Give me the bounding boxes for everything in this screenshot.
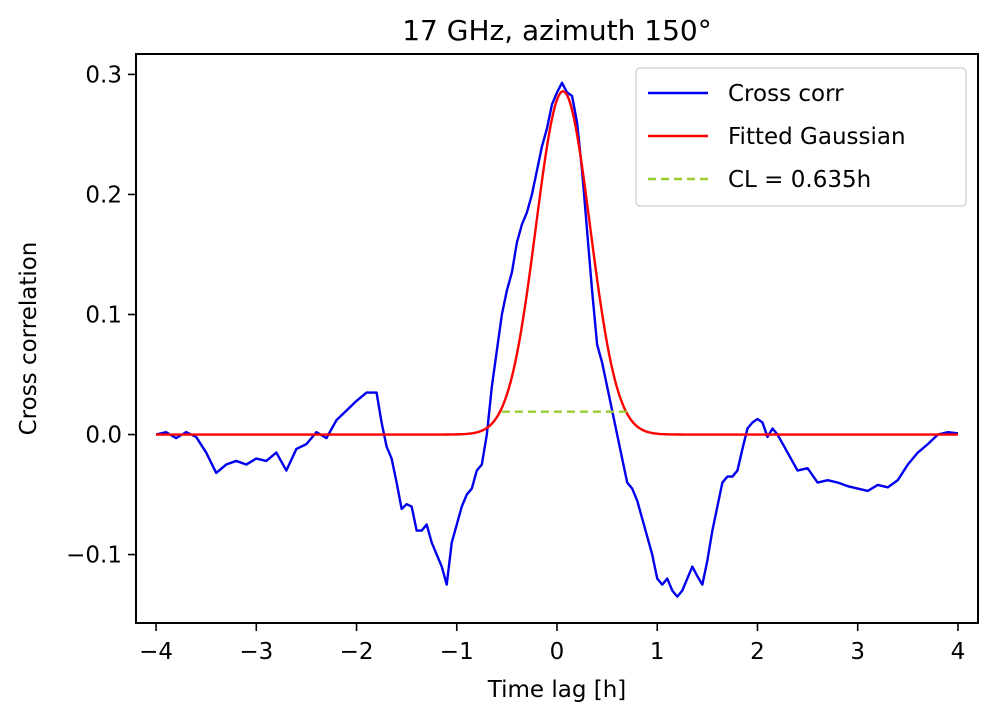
y-tick-label: 0.0 <box>85 423 122 449</box>
x-tick-label: 1 <box>650 639 665 665</box>
legend-items: Cross corr Fitted Gaussian CL = 0.635h <box>648 81 906 193</box>
legend-label: Cross corr <box>728 81 844 107</box>
legend-label: CL = 0.635h <box>728 167 871 193</box>
x-tick-label: −4 <box>139 639 173 665</box>
legend-label: Fitted Gaussian <box>728 124 906 150</box>
x-tick-label: 3 <box>850 639 865 665</box>
x-tick-label: 2 <box>750 639 765 665</box>
y-tick-label: −0.1 <box>66 543 122 569</box>
x-tick-label: 0 <box>550 639 565 665</box>
y-tick-label: 0.2 <box>85 182 122 208</box>
x-axis: −4 −3 −2 −1 0 1 2 3 4 <box>139 623 965 665</box>
x-tick-label: −1 <box>440 639 474 665</box>
legend: Cross corr Fitted Gaussian CL = 0.635h <box>635 67 967 207</box>
series-line-1 <box>156 90 958 436</box>
series-layer <box>155 81 959 598</box>
x-tick-label: −3 <box>239 639 273 665</box>
legend-box <box>635 67 967 207</box>
y-tick-label: 0.1 <box>85 302 122 328</box>
x-tick-label: −2 <box>340 639 374 665</box>
y-axis-title: Cross correlation <box>16 242 42 436</box>
x-axis-title: Time lag [h] <box>487 677 627 703</box>
chart-title: 17 GHz, azimuth 150° <box>402 14 712 47</box>
y-tick-label: 0.3 <box>85 62 122 88</box>
x-tick-label: 4 <box>951 639 966 665</box>
y-axis: −0.1 0.0 0.1 0.2 0.3 <box>66 62 136 569</box>
series-line-0 <box>155 81 959 598</box>
